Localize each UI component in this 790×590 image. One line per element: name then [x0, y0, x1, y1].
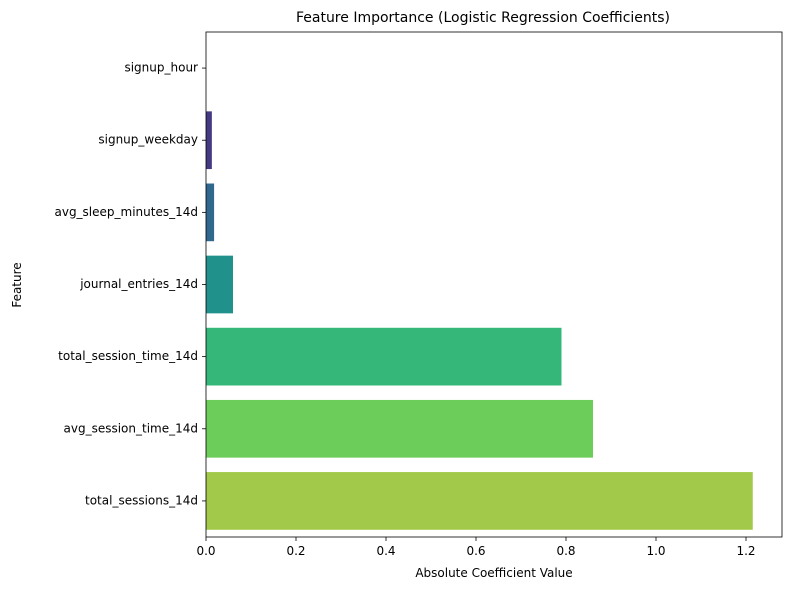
x-ticks-group: 0.0 0.2 0.4 0.6 0.8 1.0 1.2: [196, 537, 756, 558]
x-tick-label: 1.0: [646, 544, 665, 558]
y-ticks-group: signup_hour signup_weekday avg_sleep_minut…: [54, 61, 206, 507]
y-axis-label: Feature: [10, 262, 24, 307]
bar-journal_entries_14d: [206, 255, 233, 314]
chart-title: Feature Importance (Logistic Regression …: [296, 10, 670, 26]
y-tick-label: total_sessions_14d: [85, 493, 198, 507]
x-axis-label: Absolute Coefficient Value: [415, 566, 572, 580]
y-tick-label: journal_entries_14d: [79, 277, 198, 291]
bar-avg_sleep_minutes_14d: [206, 183, 215, 242]
bar-total_sessions_14d: [206, 472, 753, 530]
y-tick-label: signup_hour: [124, 61, 198, 75]
y-tick-label: avg_session_time_14d: [64, 421, 199, 435]
bar-total_session_time_14d: [206, 327, 562, 386]
x-tick-label: 0.0: [196, 544, 215, 558]
bars-group: [206, 111, 753, 530]
x-tick-label: 0.2: [286, 544, 305, 558]
y-tick-label: avg_sleep_minutes_14d: [54, 205, 198, 219]
x-tick-label: 0.4: [376, 544, 395, 558]
x-tick-label: 1.2: [736, 544, 755, 558]
y-tick-label: total_session_time_14d: [58, 349, 198, 363]
y-tick-label: signup_weekday: [98, 133, 198, 147]
bar-signup_weekday: [206, 111, 212, 170]
x-tick-label: 0.8: [556, 544, 575, 558]
x-tick-label: 0.6: [466, 544, 485, 558]
plot-frame: [205, 31, 783, 538]
bar-avg_session_time_14d: [206, 399, 593, 458]
